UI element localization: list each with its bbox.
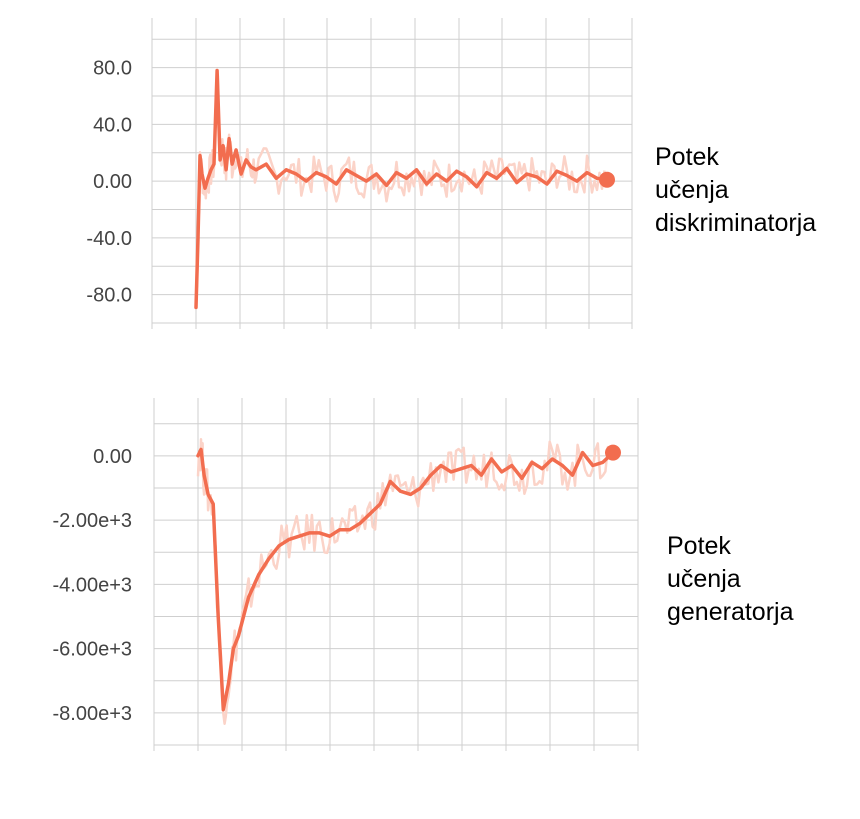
series-end-point — [599, 171, 615, 188]
discriminator-caption: Potek učenja diskriminatorja — [655, 141, 816, 240]
raw-series-line — [194, 73, 606, 308]
generator-caption: Potek učenja generatorja — [667, 530, 793, 629]
y-tick-label: -80.0 — [86, 285, 132, 307]
caption-line: Potek — [655, 143, 719, 171]
caption-line: generatorja — [667, 598, 794, 626]
y-tick-label: -2.00e+3 — [52, 510, 132, 532]
caption-line: učenja — [655, 176, 729, 204]
caption-line: Potek — [667, 532, 731, 560]
y-tick-label: 80.0 — [93, 58, 132, 80]
y-tick-label: 0.00 — [93, 446, 132, 468]
caption-line: učenja — [667, 565, 741, 593]
caption-line: diskriminatorja — [655, 209, 817, 237]
y-tick-label: 40.0 — [93, 114, 132, 136]
y-tick-label: 0.00 — [93, 171, 132, 193]
series-line — [194, 68, 609, 310]
series-line — [196, 447, 615, 712]
y-tick-label: -8.00e+3 — [52, 703, 132, 725]
series-end-point — [605, 444, 621, 461]
chart-generator: -8.00e+3 -6.00e+3 -4.00e+3 -2.00e+3 0.00 — [52, 398, 639, 751]
y-tick-label: -6.00e+3 — [52, 639, 132, 661]
y-tick-label: -4.00e+3 — [52, 574, 132, 596]
chart-discriminator: -80.0 -40.0 0.00 40.0 80.0 — [86, 18, 633, 329]
y-tick-label: -40.0 — [86, 228, 132, 250]
